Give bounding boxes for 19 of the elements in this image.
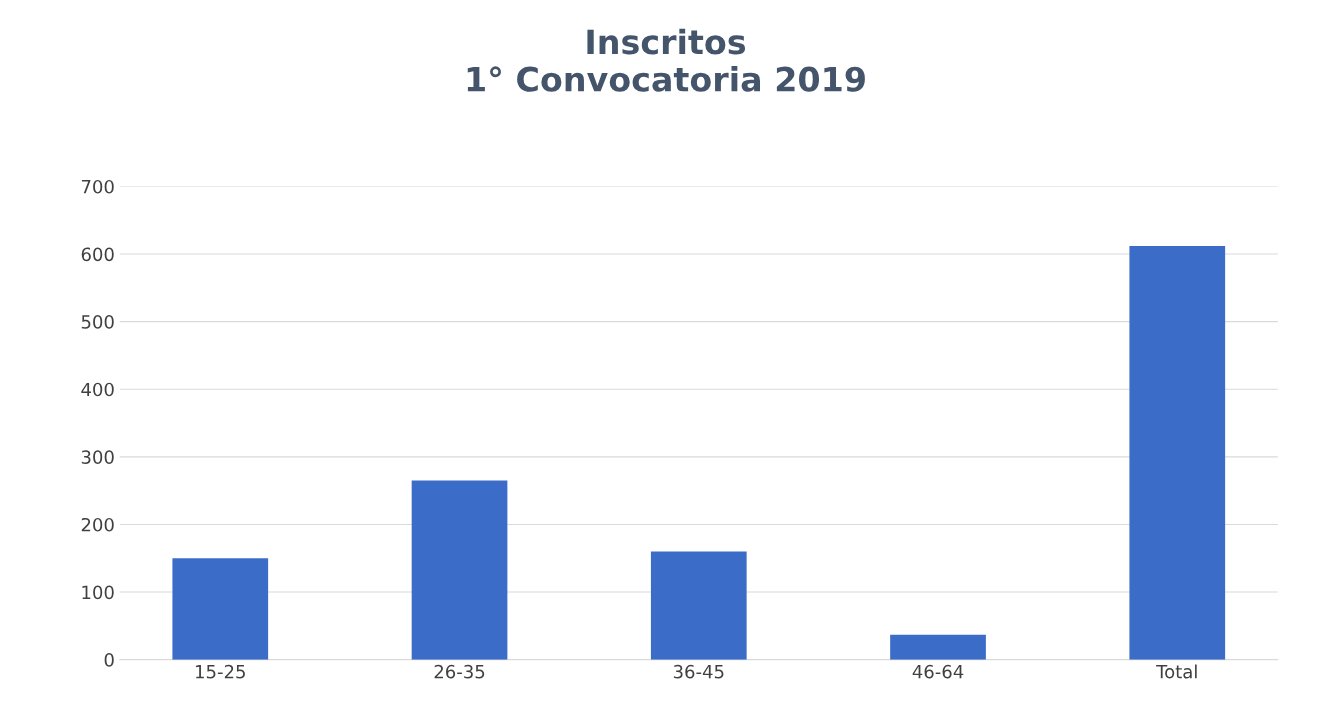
y-tick-label: 200 (81, 517, 114, 532)
y-tick-label: 700 (81, 179, 114, 194)
bar (411, 480, 508, 660)
y-tick-label: 500 (81, 315, 114, 329)
y-tick-label: 600 (81, 247, 114, 262)
x-tick-label: 46-64 (912, 664, 964, 679)
y-tick-label: 400 (81, 382, 114, 397)
x-tick-label: 15-25 (196, 664, 245, 679)
bar (1129, 245, 1226, 660)
bar (650, 551, 747, 660)
y-tick-label: 300 (81, 450, 114, 464)
bar (890, 634, 986, 660)
x-tick-label: 26-35 (434, 664, 485, 679)
x-tick-label: Total (1156, 664, 1197, 679)
bar (172, 558, 269, 660)
y-tick-label: 100 (82, 585, 114, 600)
chart-title: Inscritos 1° Convocatoria 2019 (467, 28, 865, 92)
y-tick-label: 0 (104, 653, 114, 667)
x-tick-label: 36-45 (673, 664, 724, 679)
